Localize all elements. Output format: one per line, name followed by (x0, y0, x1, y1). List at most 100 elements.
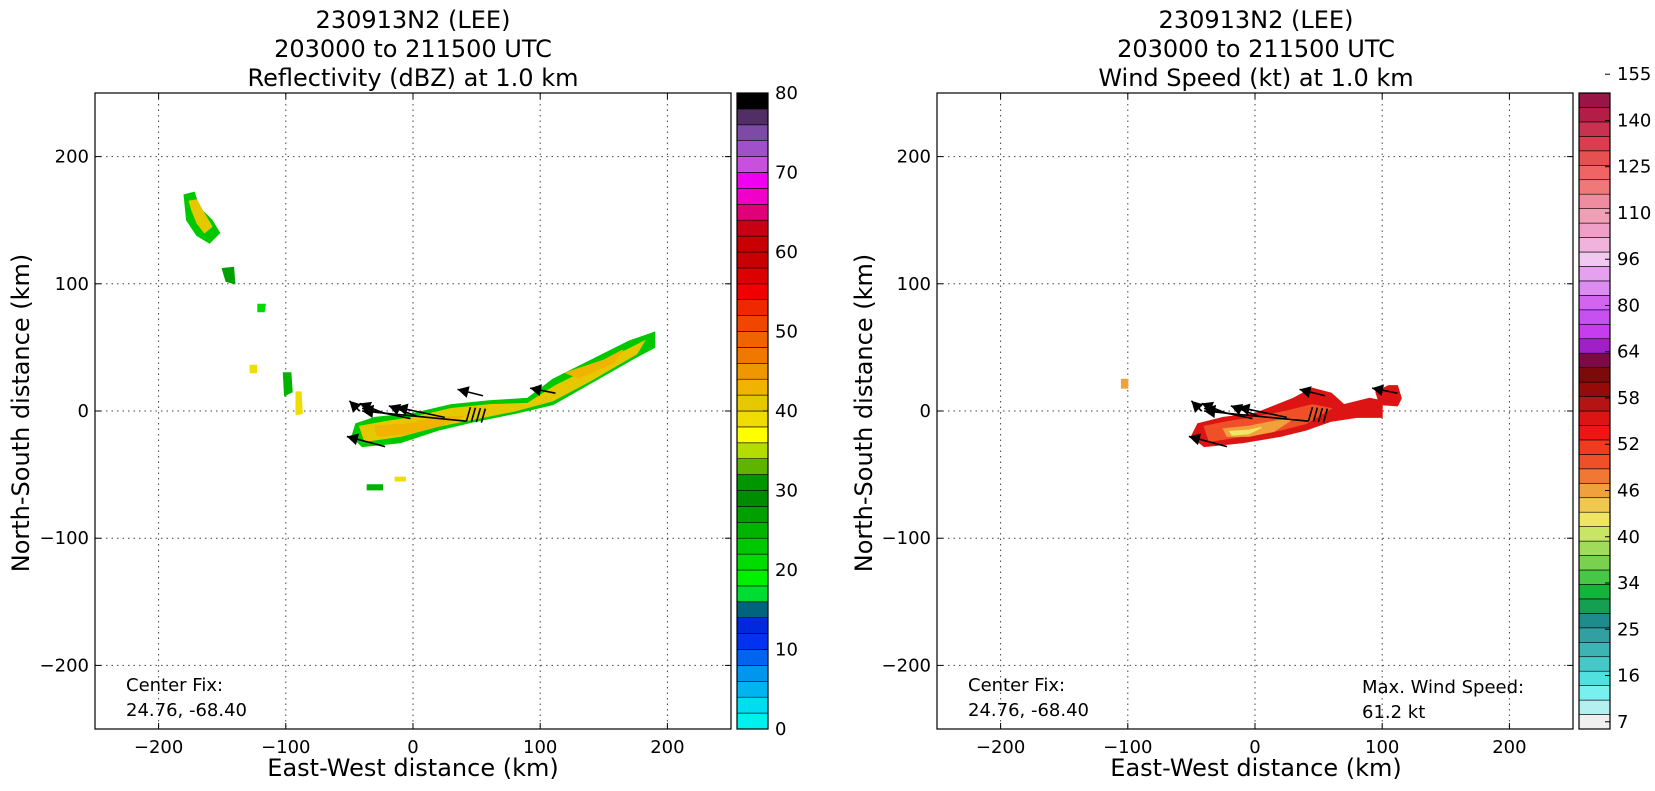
reflectivity-colorbar-segment-6 (736, 617, 769, 634)
reflectivity-echo-region-3 (257, 303, 266, 313)
wind-colorbar-tick-label-7: 58 (1617, 388, 1640, 409)
wind-colorbar-tick-label-1: 16 (1617, 666, 1640, 687)
wind-colorbar-segment-40 (1578, 136, 1611, 152)
wind-colorbar-segment-15 (1578, 497, 1611, 513)
reflectivity-wind-barb-8 (529, 384, 556, 397)
wind-colorbar-segment-5 (1578, 641, 1611, 658)
reflectivity-colorbar-tick-label-0: 0 (775, 719, 786, 740)
reflectivity-y-tick-label-3: 100 (55, 274, 89, 295)
wind-colorbar-tick-label-12: 125 (1617, 157, 1651, 178)
wind-echo-region-4 (1228, 427, 1262, 436)
wind-colorbar-segment-34 (1578, 222, 1611, 238)
wind-colorbar-segment-19 (1578, 439, 1611, 455)
wind-colorbar-segment-42 (1578, 107, 1611, 123)
reflectivity-center-fix-value: 24.76, -68.40 (126, 700, 247, 721)
reflectivity-colorbar-segment-19 (736, 410, 769, 428)
reflectivity-colorbar-segment-20 (736, 394, 769, 412)
wind-colorbar-segment-25 (1578, 352, 1611, 368)
wind-plot-area: −200 −100 0 100 200 −200 −100 0 100 200 (882, 92, 1574, 758)
reflectivity-colorbar-segment-35 (736, 156, 769, 173)
wind-colorbar-segment-36 (1578, 193, 1611, 209)
wind-colorbar-tick-label-5: 46 (1617, 481, 1640, 502)
wind-x-tick-label-3: 100 (1365, 737, 1399, 758)
wind-colorbar-segment-1 (1578, 699, 1611, 715)
reflectivity-colorbar-tick-label-5: 50 (775, 322, 798, 343)
reflectivity-colorbar-tick-label-7: 70 (775, 163, 798, 184)
reflectivity-colorbar-segment-11 (736, 537, 769, 555)
reflectivity-colorbar-segment-22 (736, 362, 769, 380)
wind-colorbar-tick-label-10: 96 (1617, 249, 1640, 270)
wind-colorbar-segment-43 (1578, 92, 1611, 108)
reflectivity-colorbar-segment-4 (736, 649, 769, 666)
reflectivity-wind-barb-2 (388, 404, 418, 417)
reflectivity-center-fix-label: Center Fix: (126, 675, 223, 696)
wind-colorbar-segment-38 (1578, 164, 1611, 181)
reflectivity-colorbar-segment-2 (736, 680, 769, 698)
reflectivity-colorbar-segment-23 (736, 347, 769, 364)
wind-colorbar-segment-27 (1578, 323, 1611, 340)
reflectivity-colorbar-segment-31 (736, 219, 769, 237)
reflectivity-x-tick-label-4: 200 (650, 737, 684, 758)
reflectivity-colorbar-segment-25 (736, 315, 769, 332)
wind-colorbar-segment-2 (1578, 685, 1611, 701)
reflectivity-colorbar-segment-13 (736, 506, 769, 523)
reflectivity-colorbar-segment-1 (736, 696, 769, 714)
reflectivity-colorbar-segment-5 (736, 633, 769, 650)
wind-colorbar-segment-22 (1578, 396, 1611, 412)
reflectivity-y-tick-label-1: −100 (40, 528, 89, 549)
reflectivity-x-tick-label-2: 0 (407, 737, 418, 758)
max-wind-speed-label: Max. Wind Speed: (1362, 677, 1524, 698)
reflectivity-colorbar-segment-8 (736, 585, 769, 603)
reflectivity-echo-region-1 (188, 199, 213, 234)
reflectivity-colorbar-segment-27 (736, 283, 769, 300)
wind-x-tick-label-4: 200 (1492, 737, 1526, 758)
reflectivity-plot-area: −200 −100 0 100 200 −200 −100 0 100 200 (40, 92, 732, 758)
wind-colorbar-tick-label-3: 34 (1617, 573, 1640, 594)
reflectivity-colorbar-segment-29 (736, 251, 769, 269)
reflectivity-title-line-3: Reflectivity (dBZ) at 1.0 km (248, 64, 579, 92)
reflectivity-colorbar-tick-label-1: 10 (775, 640, 798, 661)
wind-colorbar-segment-21 (1578, 410, 1611, 426)
wind-y-tick-label-4: 200 (897, 147, 931, 168)
wind-wind-barb-5 (1190, 400, 1204, 413)
reflectivity-colorbar-tick-label-4: 40 (775, 401, 798, 422)
wind-colorbar-segment-41 (1578, 121, 1611, 137)
reflectivity-colorbar-tick-label-2: 20 (775, 560, 798, 581)
wind-colorbar-tick-label-11: 110 (1617, 203, 1651, 224)
reflectivity-colorbar-segment-33 (736, 188, 769, 205)
wind-colorbar-segment-11 (1578, 555, 1611, 571)
wind-x-tick-label-2: 0 (1249, 737, 1260, 758)
reflectivity-colorbar-segment-28 (736, 267, 769, 285)
reflectivity-x-axis-label: East-West distance (km) (267, 754, 558, 782)
wind-colorbar-tick-label-2: 25 (1617, 619, 1640, 640)
wind-colorbar-segment-39 (1578, 150, 1611, 166)
reflectivity-colorbar-segment-34 (736, 172, 769, 189)
reflectivity-title-line-1: 230913N2 (LEE) (316, 6, 511, 34)
reflectivity-x-tick-label-1: −100 (261, 737, 310, 758)
reflectivity-colorbar-segment-36 (736, 140, 769, 157)
wind-y-tick-label-1: −100 (882, 528, 931, 549)
wind-colorbar-tick-label-0: 7 (1617, 712, 1628, 733)
reflectivity-echo-region-4 (249, 364, 257, 374)
wind-colorbar: 7 16 25 34 40 46 52 58 64 80 96 110 125 140 155 (1578, 64, 1651, 733)
wind-colorbar-segment-30 (1578, 280, 1611, 296)
wind-y-tick-label-2: 0 (920, 401, 931, 422)
reflectivity-wind-barb-5 (348, 400, 362, 413)
wind-colorbar-segment-9 (1578, 584, 1611, 600)
wind-x-tick-label-1: −100 (1103, 737, 1152, 758)
reflectivity-colorbar-segment-15 (736, 474, 769, 491)
reflectivity-y-axis-label: North-South distance (km) (7, 254, 35, 573)
wind-colorbar-segment-23 (1578, 381, 1611, 397)
wind-colorbar-segment-24 (1578, 367, 1611, 383)
wind-colorbar-tick-label-9: 80 (1617, 295, 1640, 316)
wind-colorbar-segment-29 (1578, 295, 1611, 311)
reflectivity-colorbar-segment-14 (736, 490, 769, 507)
reflectivity-echo-region-5 (282, 372, 293, 397)
wind-colorbar-segment-28 (1578, 309, 1611, 325)
wind-y-axis-label: North-South distance (km) (850, 254, 878, 573)
wind-colorbar-segment-33 (1578, 237, 1611, 253)
reflectivity-colorbar-segment-3 (736, 665, 769, 682)
wind-speed-panel: 230913N2 (LEE) 203000 to 211500 UTC Wind… (850, 6, 1651, 782)
wind-title-line-2: 203000 to 211500 UTC (1117, 35, 1395, 63)
wind-x-tick-label-0: −200 (976, 737, 1025, 758)
